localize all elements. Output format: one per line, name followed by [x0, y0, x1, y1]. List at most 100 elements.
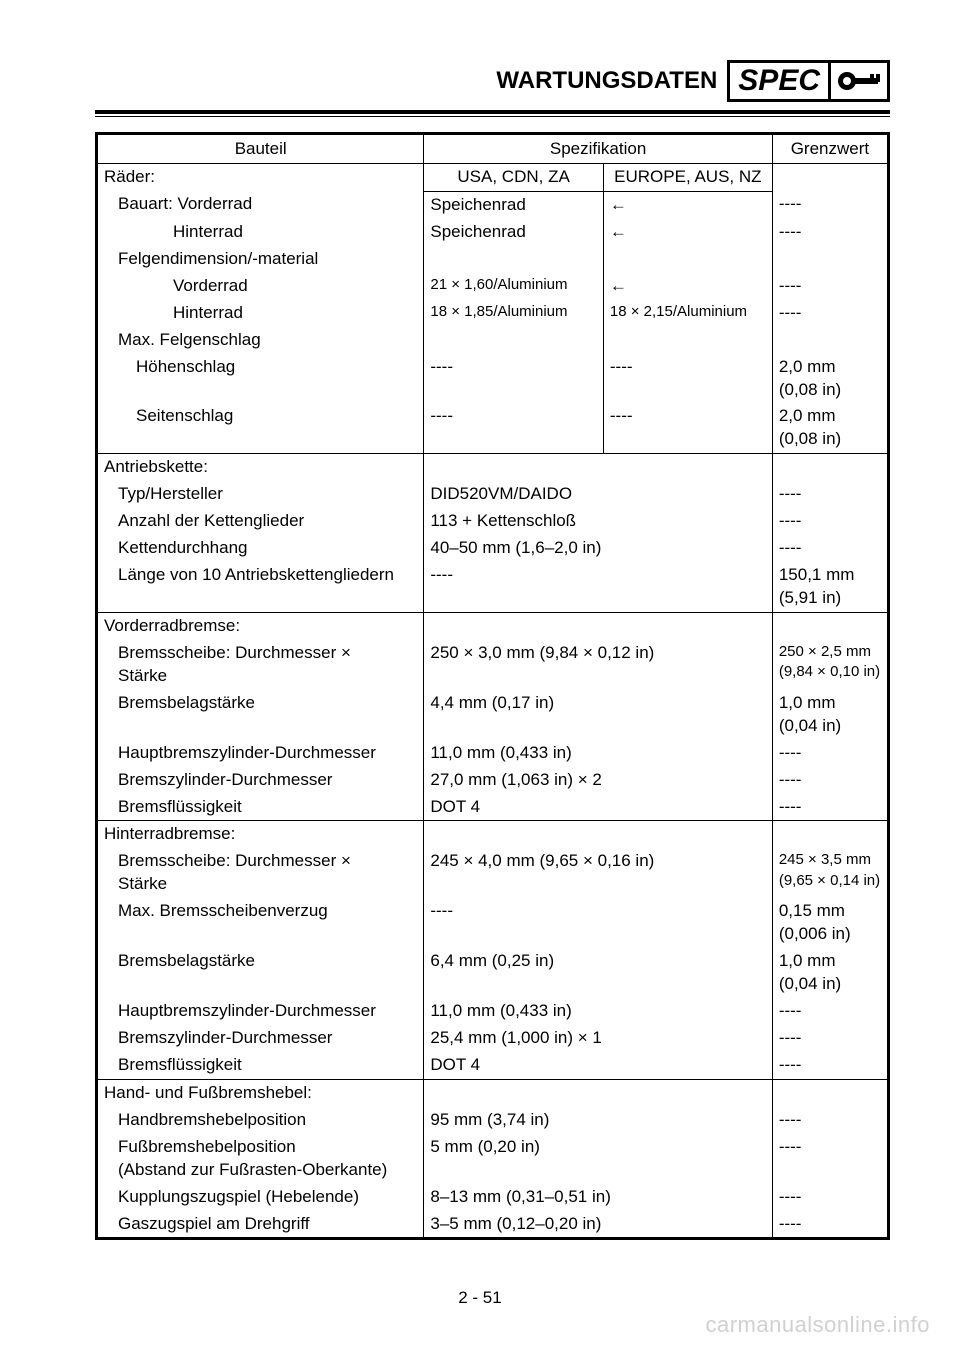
- limit-cell: ----: [773, 1184, 887, 1211]
- table-row: Hauptbremszylinder-Durchmesser11,0 mm (0…: [97, 740, 889, 767]
- part-cell: Bremszylinder-Durchmesser: [98, 1025, 423, 1052]
- spec-cell: 4,4 mm (0,17 in): [424, 690, 771, 717]
- spec-cell: 8–13 mm (0,31–0,51 in): [424, 1184, 771, 1211]
- part-cell: Bremsbelagstärke: [98, 948, 423, 975]
- limit-cell: [773, 454, 887, 458]
- spec-cell: ----: [604, 354, 772, 381]
- table-row: Höhenschlag--------2,0 mm(0,08 in): [97, 354, 889, 404]
- limit-cell: [773, 246, 887, 250]
- spec-cell: 18 × 1,85/Aluminium: [424, 300, 603, 324]
- spec-cell: Speichenrad: [424, 219, 603, 246]
- limit-cell: ----: [773, 767, 887, 794]
- part-cell: Fußbremshebelposition(Abstand zur Fußras…: [98, 1134, 423, 1184]
- limit-cell: ----: [773, 219, 887, 246]
- limit-cell: [773, 613, 887, 617]
- part-cell: Max. Bremsscheibenverzug: [98, 898, 423, 925]
- limit-cell: 2,0 mm(0,08 in): [773, 354, 887, 404]
- table-row: Räder:USA, CDN, ZAEUROPE, AUS, NZ: [97, 164, 889, 192]
- spec-cell: EUROPE, AUS, NZ: [604, 164, 772, 191]
- spec-cell: [424, 246, 603, 250]
- limit-cell: ----: [773, 1052, 887, 1079]
- spec-cell: ←: [604, 273, 772, 300]
- part-cell: Kettendurchhang: [98, 535, 423, 562]
- limit-cell: ----: [773, 740, 887, 767]
- part-cell: Seitenschlag: [98, 403, 423, 430]
- header-title: WARTUNGSDATEN: [496, 67, 717, 95]
- spec-cell: ←: [604, 192, 772, 219]
- spec-cell: ----: [424, 562, 771, 589]
- spec-cell: 3–5 mm (0,12–0,20 in): [424, 1211, 771, 1238]
- spec-cell: DOT 4: [424, 794, 771, 821]
- table-row: BremsflüssigkeitDOT 4----: [97, 794, 889, 821]
- spec-cell: 250 × 3,0 mm (9,84 × 0,12 in): [424, 640, 771, 667]
- table-row: Kupplungszugspiel (Hebelende)8–13 mm (0,…: [97, 1184, 889, 1211]
- table-row: Typ/HerstellerDID520VM/DAIDO----: [97, 481, 889, 508]
- header-part: Bauteil: [97, 134, 424, 164]
- limit-cell: 150,1 mm(5,91 in): [773, 562, 887, 612]
- limit-cell: ----: [773, 273, 887, 300]
- spec-cell: DID520VM/DAIDO: [424, 481, 771, 508]
- table-row: Bauart: VorderradSpeichenrad←----: [97, 191, 889, 218]
- part-cell: Bremsscheibe: Durchmesser ×Stärke: [98, 848, 423, 898]
- limit-cell: 1,0 mm(0,04 in): [773, 690, 887, 740]
- limit-cell: 0,15 mm(0,006 in): [773, 898, 887, 948]
- spec-cell: 40–50 mm (1,6–2,0 in): [424, 535, 771, 562]
- limit-cell: ----: [773, 535, 887, 562]
- watermark: carmanualsonline.info: [705, 1312, 930, 1338]
- spec-cell: ----: [604, 403, 772, 430]
- part-cell: Vorderradbremse:: [98, 613, 423, 640]
- table-row: Handbremshebelposition95 mm (3,74 in)---…: [97, 1107, 889, 1134]
- table-row: Antriebskette:: [97, 454, 889, 481]
- limit-cell: 245 × 3,5 mm(9,65 × 0,14 in): [773, 848, 887, 893]
- part-cell: Länge von 10 Antriebskettengliedern: [98, 562, 423, 589]
- spec-cell: 113 + Kettenschloß: [424, 508, 771, 535]
- limit-cell: [773, 164, 887, 168]
- limit-cell: [773, 821, 887, 825]
- limit-cell: ----: [773, 481, 887, 508]
- table-row: Felgendimension/-material: [97, 246, 889, 273]
- spec-cell: [424, 327, 603, 331]
- limit-cell: 250 × 2,5 mm(9,84 × 0,10 in): [773, 640, 887, 685]
- header-rule: [95, 110, 890, 117]
- spec-cell: Speichenrad: [424, 192, 603, 219]
- table-row: Hinterrad18 × 1,85/Aluminium18 × 2,15/Al…: [97, 300, 889, 327]
- table-row: Hinterradbremse:: [97, 821, 889, 848]
- part-cell: Hand- und Fußbremshebel:: [98, 1080, 423, 1107]
- part-cell: Max. Felgenschlag: [98, 327, 423, 354]
- spec-cell: ←: [604, 219, 772, 246]
- part-cell: Gaszugspiel am Drehgriff: [98, 1211, 423, 1238]
- spec-label: SPEC: [730, 63, 831, 99]
- part-cell: Hinterrad: [98, 219, 423, 246]
- spec-box: SPEC: [727, 60, 890, 102]
- header-limit: Grenzwert: [772, 134, 888, 164]
- spec-cell: 11,0 mm (0,433 in): [424, 998, 771, 1025]
- part-cell: Handbremshebelposition: [98, 1107, 423, 1134]
- limit-cell: [773, 327, 887, 331]
- part-cell: Hauptbremszylinder-Durchmesser: [98, 998, 423, 1025]
- part-cell: Höhenschlag: [98, 354, 423, 381]
- spec-cell: ----: [424, 403, 603, 430]
- limit-cell: 1,0 mm(0,04 in): [773, 948, 887, 998]
- part-cell: Vorderrad: [98, 273, 423, 300]
- table-row: Hauptbremszylinder-Durchmesser11,0 mm (0…: [97, 998, 889, 1025]
- spec-cell: 21 × 1,60/Aluminium: [424, 273, 603, 297]
- spec-cell: [424, 1080, 771, 1084]
- page-number: 2 - 51: [0, 1288, 960, 1308]
- part-cell: Typ/Hersteller: [98, 481, 423, 508]
- part-cell: Kupplungszugspiel (Hebelende): [98, 1184, 423, 1211]
- spec-cell: 11,0 mm (0,433 in): [424, 740, 771, 767]
- part-cell: Bremsflüssigkeit: [98, 1052, 423, 1079]
- limit-cell: ----: [773, 794, 887, 821]
- table-row: Bremsscheibe: Durchmesser ×Stärke245 × 4…: [97, 848, 889, 898]
- part-cell: Antriebskette:: [98, 454, 423, 481]
- spec-cell: 95 mm (3,74 in): [424, 1107, 771, 1134]
- table-row: Max. Felgenschlag: [97, 327, 889, 354]
- table-row: BremsflüssigkeitDOT 4----: [97, 1052, 889, 1079]
- spec-cell: [604, 246, 772, 250]
- part-cell: Hinterrad: [98, 300, 423, 327]
- table-row: Gaszugspiel am Drehgriff3–5 mm (0,12–0,2…: [97, 1211, 889, 1239]
- table-row: Bremsbelagstärke4,4 mm (0,17 in)1,0 mm(0…: [97, 690, 889, 740]
- part-cell: Bremszylinder-Durchmesser: [98, 767, 423, 794]
- table-row: Fußbremshebelposition(Abstand zur Fußras…: [97, 1134, 889, 1184]
- table-row: Max. Bremsscheibenverzug----0,15 mm(0,00…: [97, 898, 889, 948]
